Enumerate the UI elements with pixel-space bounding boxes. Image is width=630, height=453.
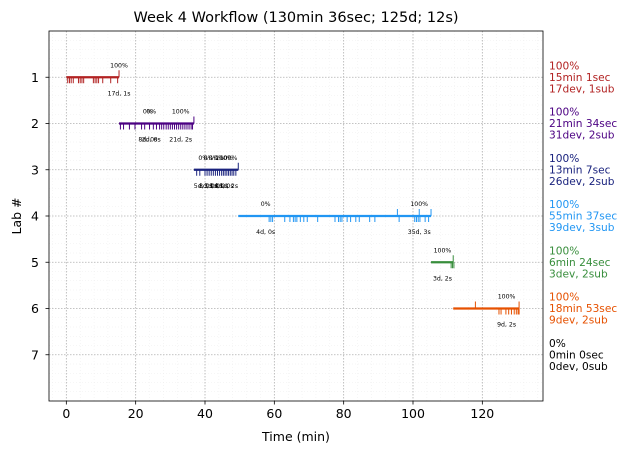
lab-6-summary-line: 9dev, 2sub [549, 315, 608, 327]
mark-bottom-label: 1d, 2s [219, 183, 238, 190]
mark-bottom-label: 21d, 2s [169, 137, 192, 144]
lab-5-summary-line: 100% [549, 245, 579, 257]
y-axis: 1 2 3 4 5 6 7 [31, 70, 49, 362]
mark-top-label: 0% [261, 201, 271, 208]
mark-top-label: 0% [146, 109, 156, 116]
mark-bottom-label: 8d, 0s [138, 137, 157, 144]
chart-title: Week 4 Workflow (130min 36sec; 125d; 12s… [133, 10, 458, 26]
lab-7-summary-line: 0% [549, 338, 566, 350]
lab-bars: 100% 17d, 1s 0% 8d, 0s 0% 2d, 0s 100% 21d, 2s 0%… [66, 62, 520, 329]
x-tick-label: 120 [470, 406, 494, 421]
lab-6-bar: 100% 9d, 2s [453, 294, 520, 329]
lab-1-bar: 100% 17d, 1s [66, 62, 130, 97]
lab-5-summary-line: 3dev, 2sub [549, 268, 608, 280]
mark-top-label: 0% [204, 155, 214, 162]
x-tick-label: 40 [197, 406, 213, 421]
lab-4-summary-line: 100% [549, 199, 579, 211]
mark-top-label: 100% [215, 155, 233, 162]
x-tick-label: 60 [266, 406, 282, 421]
lab-4-bar: 0% 4d, 0s 100% 35d, 3s [238, 201, 432, 236]
mark-bottom-label: 2d, 0s [142, 137, 161, 144]
x-tick-label: 80 [336, 406, 352, 421]
lab-7-summary-line: 0dev, 0sub [549, 361, 608, 373]
lab-3-summary-line: 26dev, 2sub [549, 176, 615, 188]
y-tick-label: 1 [31, 70, 39, 85]
lab-5-summary-line: 6min 24sec [549, 257, 611, 269]
x-tick-label: 100 [401, 406, 425, 421]
mark-top-label: 100% [172, 109, 190, 116]
mark-top-label: 0% [198, 155, 208, 162]
y-tick-label: 7 [31, 347, 39, 362]
mark-bottom-label: 4d, 0s [256, 229, 275, 236]
lab-2-summary-line: 21min 34sec [549, 118, 617, 130]
mark-top-label: 0% [209, 155, 219, 162]
x-tick-label: 0 [62, 406, 70, 421]
lab-6-summary-line: 18min 53sec [549, 303, 617, 315]
mark-bottom-label: 5d, 0s [194, 183, 213, 190]
y-tick-label: 6 [31, 301, 39, 316]
y-tick-label: 3 [31, 162, 39, 177]
mark-top-label: 100% [110, 62, 128, 69]
lab-4-summary-line: 39dev, 3sub [549, 222, 615, 234]
lab-2-summary-line: 31dev, 2sub [549, 130, 615, 142]
lab-6-summary-line: 100% [549, 292, 579, 304]
lab-1-summary-line: 17dev, 1sub [549, 83, 615, 95]
lab-2-summary-line: 100% [549, 107, 579, 119]
y-axis-label: Lab # [9, 197, 24, 234]
lab-3-summary-line: 100% [549, 153, 579, 165]
lab-3-bar: 0% 5d, 0s 0% 8d, 0s 0% 3d, 0s 0% 3d, 0s 100% 0d, … [194, 155, 239, 190]
mark-bottom-label: 8d, 0s [199, 183, 218, 190]
mark-top-label: 100% [434, 247, 452, 254]
lab-1-summary-line: 15min 1sec [549, 72, 611, 84]
lab-1-summary-line: 100% [549, 60, 579, 72]
mark-bottom-label: 9d, 2s [497, 322, 516, 329]
grid [49, 31, 543, 401]
mark-top-label: 0% [143, 109, 153, 116]
mark-top-label: 0% [214, 155, 224, 162]
mark-bottom-label: 3d, 0s [204, 183, 223, 190]
x-axis: 0 20 40 60 80 100 120 [62, 401, 494, 421]
mark-bottom-label: 3d, 2s [433, 275, 452, 282]
lab-5-bar: 100% 3d, 2s [431, 247, 455, 282]
mark-top-label: 100% [410, 201, 428, 208]
y-tick-label: 5 [31, 255, 39, 270]
lab-7-summary-line: 0min 0sec [549, 349, 604, 361]
x-tick-label: 20 [128, 406, 144, 421]
mark-bottom-label: 17d, 1s [108, 90, 131, 97]
mark-top-label: 100% [220, 155, 238, 162]
mark-bottom-label: 3d, 0s [209, 183, 228, 190]
mark-bottom-label: 35d, 3s [408, 229, 431, 236]
x-axis-label: Time (min) [261, 429, 330, 444]
mark-top-label: 100% [498, 294, 516, 301]
lab-3-summary-line: 13min 7sec [549, 164, 611, 176]
y-tick-label: 2 [31, 116, 39, 131]
lab-4-summary-line: 55min 37sec [549, 211, 617, 223]
mark-bottom-label: 0d, 0s [215, 183, 234, 190]
y-tick-label: 4 [31, 209, 39, 224]
